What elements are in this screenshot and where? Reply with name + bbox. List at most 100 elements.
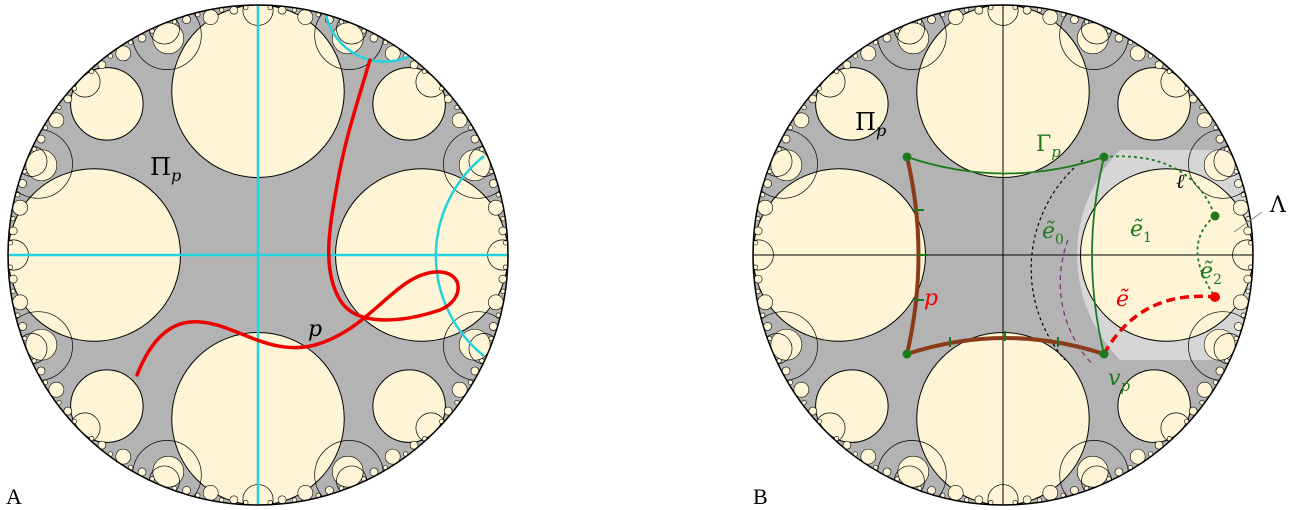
horodisk (1022, 495, 1032, 505)
horodisk (70, 67, 144, 141)
horodisk (815, 67, 889, 141)
label-e2: ẽ2 (1200, 259, 1222, 288)
horodisk (115, 45, 132, 62)
horodisk (753, 274, 763, 284)
panel-b: Πp Γp ẽ0 ẽ1 ẽ2 ẽ p vp ℓ Λ B (752, 4, 1287, 509)
label-lambda: Λ (1269, 193, 1287, 218)
panel-a: Πp p A (6, 4, 509, 509)
horodisk (947, 485, 964, 501)
horodisk (860, 448, 877, 465)
edge-e2 (1196, 215, 1216, 298)
horodisk (974, 5, 984, 15)
label-pi-a: Πp (150, 153, 181, 185)
horodisk (451, 112, 468, 129)
geodesic-arc-right (434, 155, 485, 357)
horodisk (63, 94, 73, 104)
horodisk (1154, 440, 1164, 450)
horodisk (488, 294, 504, 311)
horodisk (1154, 60, 1164, 70)
horodisk (443, 94, 453, 104)
horodisk (384, 448, 401, 465)
horodisk (808, 406, 818, 416)
horodisk (498, 274, 508, 284)
edge-tick-marks (914, 209, 1059, 347)
panel-letter-a: A (6, 484, 22, 509)
horodisk (793, 381, 810, 398)
horodisk (115, 448, 132, 465)
horodisk (498, 226, 508, 236)
horodisk (70, 369, 144, 443)
label-v-p: vp (1108, 366, 1130, 395)
horodisk (1022, 5, 1032, 15)
horodisk (48, 381, 65, 398)
horodisk (8, 274, 18, 284)
edge-right-e0 (1091, 156, 1105, 355)
horodisk (451, 381, 468, 398)
horodisk (947, 9, 964, 25)
horodisk (1188, 406, 1198, 416)
lambda-pointer (1233, 211, 1263, 233)
horodisk (372, 67, 446, 141)
horodisk (297, 485, 314, 501)
edge-e1 (1103, 155, 1216, 217)
vertex-top-right (1099, 152, 1109, 162)
vertex-lambda (1210, 211, 1220, 221)
label-ell: ℓ (1176, 169, 1185, 193)
horodisk (757, 199, 773, 216)
horodisk (1129, 45, 1146, 62)
horodisk (793, 112, 810, 129)
horodisk (1117, 369, 1191, 443)
horodisk (1233, 199, 1249, 216)
horodisk (97, 60, 107, 70)
path-p (135, 58, 460, 377)
horodisk (297, 9, 314, 25)
horodisk (1233, 294, 1249, 311)
label-e0: ẽ0 (1042, 219, 1064, 248)
horodisk (202, 9, 219, 25)
horodisk (277, 5, 287, 15)
horodisk (1243, 226, 1253, 236)
horodisk (229, 5, 239, 15)
horodisk (808, 94, 818, 104)
label-gamma-p: Γp (1036, 132, 1061, 161)
horodisk (974, 495, 984, 505)
horodisk (1243, 274, 1253, 284)
horodisk (1042, 485, 1059, 501)
horodisk (757, 294, 773, 311)
label-p-b: p (924, 286, 938, 311)
vertex-red (1210, 292, 1220, 302)
horodisk (1129, 448, 1146, 465)
edge-top (906, 156, 1105, 175)
geodesic-ell (1030, 159, 1084, 361)
vertex-v-p (1099, 349, 1109, 359)
disk-boundary (752, 4, 1254, 506)
horodisk (8, 226, 18, 236)
horodisk (97, 440, 107, 450)
horodisk (277, 495, 287, 505)
horodisk (753, 226, 763, 236)
horodisk (409, 60, 419, 70)
horodisk (48, 112, 65, 129)
horodisk (229, 495, 239, 505)
geodesic-purple-dashed (1059, 239, 1094, 366)
horodisk (815, 369, 889, 443)
horodisk (409, 440, 419, 450)
edge-e-red (1102, 294, 1216, 355)
horodisk (860, 45, 877, 62)
label-path-p-a: p (308, 317, 322, 342)
horodisk (842, 440, 852, 450)
horodisk (12, 294, 28, 311)
horodisk (1117, 67, 1191, 141)
geodesic-arc-top (324, 14, 413, 63)
horodisk (1188, 94, 1198, 104)
horodisk (202, 485, 219, 501)
horodisk (1196, 112, 1213, 129)
vertex-bottom-left (902, 349, 912, 359)
vertex-top-left (902, 152, 912, 162)
label-pi-b: Πp (855, 108, 886, 140)
horodisk (443, 406, 453, 416)
horodisk (12, 199, 28, 216)
horodisk (372, 369, 446, 443)
horodisk (488, 199, 504, 216)
